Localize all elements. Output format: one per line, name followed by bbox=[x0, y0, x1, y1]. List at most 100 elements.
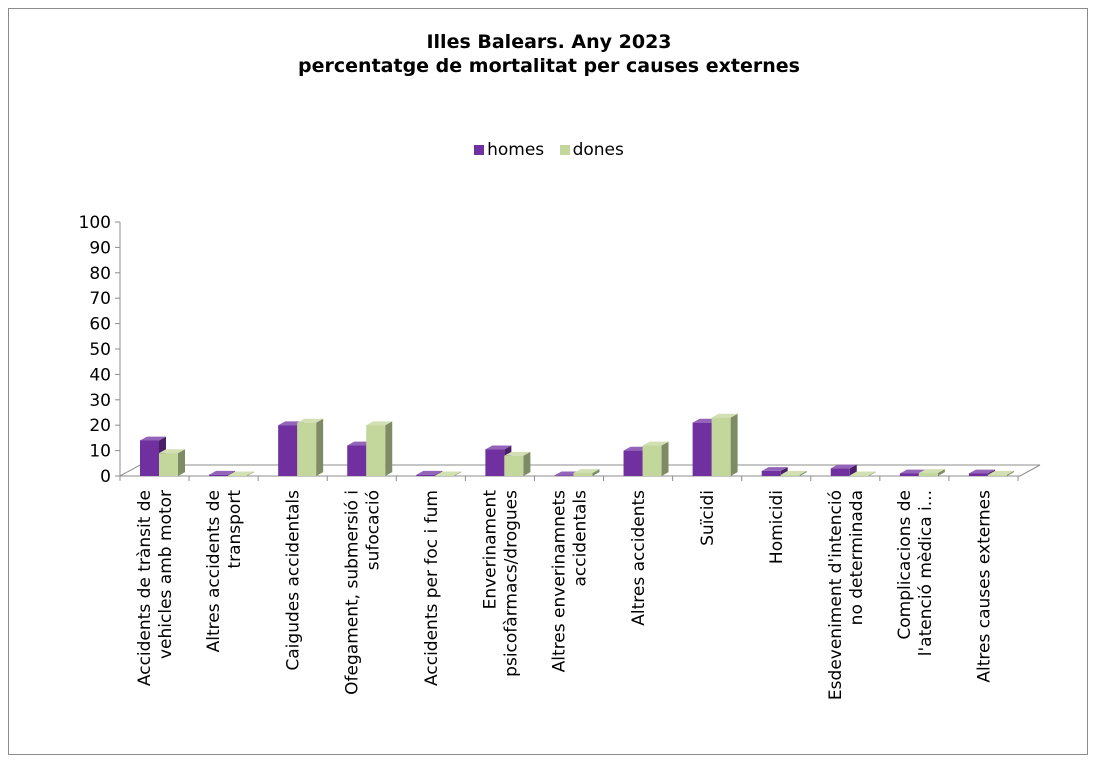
bar-top bbox=[504, 451, 531, 456]
bar-dones bbox=[504, 451, 531, 476]
bar-dones bbox=[780, 470, 807, 476]
bar-top bbox=[899, 469, 926, 474]
bar-front bbox=[416, 474, 436, 476]
bar-front bbox=[209, 474, 229, 476]
bar-dones bbox=[987, 470, 1014, 476]
bar-front bbox=[485, 449, 505, 476]
bar-top bbox=[209, 470, 236, 475]
bar-top bbox=[159, 449, 185, 454]
bar-front bbox=[554, 475, 574, 476]
bar-top bbox=[830, 464, 857, 469]
bar-dones bbox=[228, 471, 255, 476]
bar-dones bbox=[918, 469, 945, 476]
x-tick-label: Altres accidents detransport bbox=[204, 490, 245, 653]
bar-side bbox=[849, 464, 857, 476]
x-tick-label: Accidents per foc i fum bbox=[422, 490, 442, 686]
bar-dones bbox=[642, 441, 669, 476]
chart-subtitle: percentatge de mortalitat per causes ext… bbox=[298, 55, 800, 77]
bar-top bbox=[140, 436, 166, 441]
x-tick-label: Esdeveniment d'intencióno determinada bbox=[826, 490, 867, 700]
chart-title: Illes Balears. Any 2023 bbox=[426, 31, 672, 53]
bar-top bbox=[761, 467, 788, 471]
bar-front bbox=[711, 417, 731, 476]
bar-top bbox=[573, 469, 600, 473]
bar-side bbox=[178, 449, 185, 476]
bar-front bbox=[692, 422, 712, 476]
bar-front bbox=[297, 422, 317, 476]
bar-front bbox=[140, 440, 159, 476]
bar-front bbox=[228, 475, 248, 476]
y-tick-label: 20 bbox=[89, 416, 111, 436]
bar-side bbox=[730, 413, 738, 476]
y-tick-label: 10 bbox=[89, 442, 111, 462]
legend-entry-homes: homes bbox=[474, 140, 544, 160]
bar-side bbox=[247, 471, 255, 476]
chart-frame bbox=[8, 8, 1088, 755]
bar-side bbox=[937, 469, 945, 476]
x-tick-label: Ofegament, submersió isufocació bbox=[342, 490, 383, 695]
bar-side bbox=[592, 469, 600, 476]
bar-side bbox=[1006, 470, 1014, 476]
y-tick-label: 80 bbox=[89, 264, 111, 284]
x-tick-label: Suïcidi bbox=[698, 490, 718, 546]
x-tick-label: Altres accidents bbox=[629, 490, 649, 626]
bar-front bbox=[849, 475, 869, 476]
y-tick-label: 60 bbox=[89, 315, 111, 335]
legend-label-dones: dones bbox=[572, 140, 624, 160]
bar-front bbox=[366, 425, 386, 476]
bar-top bbox=[435, 471, 462, 476]
legend-swatch-homes bbox=[474, 145, 485, 155]
legend-label-homes: homes bbox=[487, 140, 545, 160]
bar-front bbox=[830, 468, 850, 476]
x-tick-label: Accidents de trànsit devehicles amb moto… bbox=[135, 490, 176, 686]
bar-side bbox=[868, 471, 876, 476]
legend-entry-dones: dones bbox=[559, 140, 624, 160]
bar-front bbox=[968, 473, 988, 476]
bar-front bbox=[347, 445, 367, 476]
bar-side bbox=[661, 441, 669, 476]
chart-title-block: Illes Balears. Any 2023 percentatge de m… bbox=[0, 30, 1098, 78]
x-tick-label: Caigudes accidentals bbox=[284, 490, 304, 671]
bar-top bbox=[297, 418, 324, 423]
bar-homes bbox=[830, 464, 857, 476]
x-tick-label: Homicidi bbox=[767, 490, 787, 564]
x-tick-label: Altres causes externes bbox=[974, 490, 994, 683]
bar-front bbox=[278, 425, 298, 476]
bar-front bbox=[987, 474, 1007, 476]
x-tick-label: Complicacions del'atenció mèdica i... bbox=[895, 490, 936, 656]
y-tick-label: 50 bbox=[89, 340, 111, 360]
bar-front bbox=[761, 470, 781, 476]
legend-swatch-dones bbox=[559, 145, 570, 155]
bar-front bbox=[504, 455, 524, 476]
bar-dones bbox=[435, 471, 462, 476]
bar-top bbox=[642, 441, 669, 446]
bar-side bbox=[799, 470, 807, 476]
bar-dones bbox=[366, 421, 393, 476]
bar-side bbox=[523, 451, 531, 476]
bar-side bbox=[454, 471, 462, 476]
bar-front bbox=[573, 472, 593, 476]
bar-front bbox=[918, 472, 938, 476]
bar-front bbox=[623, 450, 643, 476]
bar-side bbox=[316, 418, 324, 476]
y-tick-label: 100 bbox=[79, 213, 111, 233]
bar-side bbox=[385, 421, 393, 476]
bar-top bbox=[849, 471, 876, 476]
bar-front bbox=[642, 445, 662, 476]
y-tick-label: 40 bbox=[89, 365, 111, 385]
bar-top bbox=[228, 471, 255, 476]
bar-top bbox=[918, 469, 945, 473]
bar-top bbox=[987, 470, 1014, 475]
bar-dones bbox=[849, 471, 876, 476]
y-tick-label: 90 bbox=[89, 238, 111, 258]
bar-top bbox=[485, 445, 512, 450]
bar-top bbox=[366, 421, 393, 426]
y-tick-label: 30 bbox=[89, 391, 111, 411]
bar-dones bbox=[159, 449, 185, 476]
bar-front bbox=[780, 474, 800, 476]
bar-top bbox=[711, 413, 738, 418]
y-tick-label: 70 bbox=[89, 289, 111, 309]
legend: homes dones bbox=[0, 140, 1098, 160]
bar-dones bbox=[711, 413, 738, 476]
